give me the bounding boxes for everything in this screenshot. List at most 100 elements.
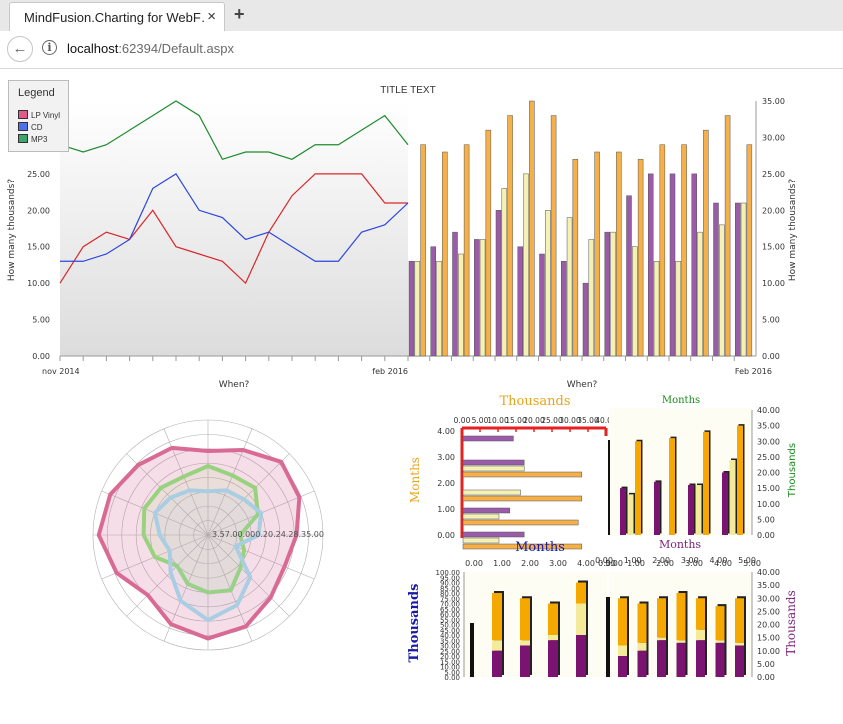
bar xyxy=(566,217,573,357)
stacked-right-orange xyxy=(735,598,744,643)
bar xyxy=(442,151,448,357)
address-bar: ← i localhost:62394/Default.aspx xyxy=(0,31,843,69)
stacked-right-right-tick-label: 15.00 xyxy=(757,634,780,643)
stacked-left-left-tick-label: 100.00 xyxy=(436,569,461,577)
legend-item-mp3: MP3 xyxy=(18,134,47,144)
stacked-left-purple xyxy=(492,650,502,677)
stacked-left-left-tick-label: 5.00 xyxy=(444,669,460,677)
bar-y-tick-label: 30.00 xyxy=(762,133,785,142)
bar xyxy=(550,115,557,357)
bar xyxy=(703,129,709,357)
bar xyxy=(637,159,644,357)
stacked-left-purple xyxy=(520,645,530,677)
back-button[interactable]: ← xyxy=(7,36,33,62)
column-bottom-tick-label: 1.00 xyxy=(624,556,642,565)
stacked-left-left-tick-label: 70.00 xyxy=(440,601,460,609)
column-bar xyxy=(722,472,728,535)
stacked-left-cream xyxy=(492,640,502,651)
bar xyxy=(523,173,529,357)
bar xyxy=(616,151,622,357)
stacked-left-left-tick-label: 15.00 xyxy=(440,658,460,666)
stacked-right-top-tick-label: 4.00 xyxy=(714,559,732,568)
column-bottom-tick-label: 3.00 xyxy=(681,556,699,565)
stacked-left-left-tick-label: 45.00 xyxy=(440,627,460,635)
radar-spoke xyxy=(207,534,315,580)
stacked-chart-right: 0.00 1.00 2.00 3.00 4.00 5.00 0.005.0010.0015… xyxy=(598,559,798,682)
hbar-cream xyxy=(462,465,525,472)
column-bottom-tick-label: 2.00 xyxy=(652,556,670,565)
bar xyxy=(436,261,442,357)
column-chart-3d: 0.005.0010.0015.0020.0025.0030.0035.0040… xyxy=(595,395,798,565)
stacked-left-left-tick-label: 60.00 xyxy=(440,611,460,619)
hbar-cream xyxy=(462,537,500,544)
bar xyxy=(653,261,660,357)
stacked-left-orange xyxy=(520,598,530,641)
hbar-left-tick-label: 0.00 xyxy=(437,531,455,540)
hbar-left-tick-label: 3.00 xyxy=(437,453,455,462)
hbar-cream xyxy=(462,489,521,496)
column-bar xyxy=(729,460,736,535)
stacked-right-cream xyxy=(657,637,666,641)
stacked-right-top-tick-label: 1.00 xyxy=(627,559,645,568)
stacked-right-cream xyxy=(735,642,744,646)
line-chart-x-label: When? xyxy=(219,380,250,390)
new-tab-icon[interactable]: + xyxy=(234,4,245,24)
column-chart-bottom-label: Months xyxy=(659,538,701,551)
bar xyxy=(719,224,725,357)
column-right-tick-label: 25.00 xyxy=(757,453,780,462)
bar xyxy=(474,239,480,357)
line-y-tick-label: 5.00 xyxy=(32,316,50,325)
stacked-left-orange xyxy=(548,603,558,635)
bar xyxy=(463,144,470,357)
stacked-right-purple xyxy=(657,640,666,677)
stacked-left-left-tick-label: 50.00 xyxy=(440,622,460,630)
browser-tab[interactable]: MindFusion.Charting for WebF… × xyxy=(9,2,225,31)
close-tab-icon[interactable]: × xyxy=(207,8,216,25)
stacked-right-top-tick-label: 3.00 xyxy=(685,559,703,568)
stacked-left-left-tick-label: 25.00 xyxy=(440,648,460,656)
bar xyxy=(414,261,421,357)
stacked-left-cream xyxy=(520,640,530,646)
bar xyxy=(691,173,697,357)
hbar-purple xyxy=(462,435,514,442)
hbar-left-tick-label: 2.00 xyxy=(437,479,455,488)
hbar-orange xyxy=(462,543,583,550)
line-series-0 xyxy=(59,173,408,285)
bar xyxy=(452,231,458,357)
legend-swatch-lp-vinyl xyxy=(18,110,28,119)
column-right-tick-label: 30.00 xyxy=(757,437,780,446)
stacked-left-left-tick-label: 65.00 xyxy=(440,606,460,614)
stacked-left-top-tick-label: 4.00 xyxy=(577,559,595,568)
stacked-right-top-tick-label: 2.00 xyxy=(656,559,674,568)
hbar-purple xyxy=(462,507,511,514)
bar xyxy=(408,261,415,357)
bar-y-tick-label: 5.00 xyxy=(762,316,780,325)
column-right-tick-label: 0.00 xyxy=(757,531,775,540)
legend-label-lp-vinyl: LP Vinyl xyxy=(31,111,61,120)
bar-chart-y-label: How many thousands? xyxy=(788,179,798,281)
bar xyxy=(582,282,589,357)
stacked-right-purple xyxy=(618,656,627,677)
bar xyxy=(495,210,502,357)
radar-spoke xyxy=(126,453,209,536)
stacked-right-right-tick-label: 25.00 xyxy=(757,607,780,616)
stacked-left-top-tick-label: 1.00 xyxy=(493,559,511,568)
stacked-right-right-tick-label: 10.00 xyxy=(757,647,780,656)
url-path: :62394/Default.aspx xyxy=(118,41,234,56)
bar xyxy=(604,231,610,357)
line-series-2 xyxy=(59,100,409,161)
url-field[interactable]: localhost:62394/Default.aspx xyxy=(67,41,234,56)
stacked-right-right-tick-label: 40.00 xyxy=(757,568,780,577)
stacked-right-cream xyxy=(618,645,627,656)
bar-chart-x-label: When? xyxy=(567,380,598,390)
bar xyxy=(561,261,567,357)
column-bar xyxy=(737,425,743,535)
info-icon[interactable]: i xyxy=(42,40,57,55)
line-y-tick-label: 10.00 xyxy=(27,279,50,288)
stacked-left-left-tick-label: 95.00 xyxy=(440,574,460,582)
hbar-top-tick-label: 5.00 xyxy=(472,416,489,425)
bar xyxy=(675,261,682,357)
column-right-tick-label: 40.00 xyxy=(757,406,780,415)
column-right-tick-label: 15.00 xyxy=(757,484,780,493)
